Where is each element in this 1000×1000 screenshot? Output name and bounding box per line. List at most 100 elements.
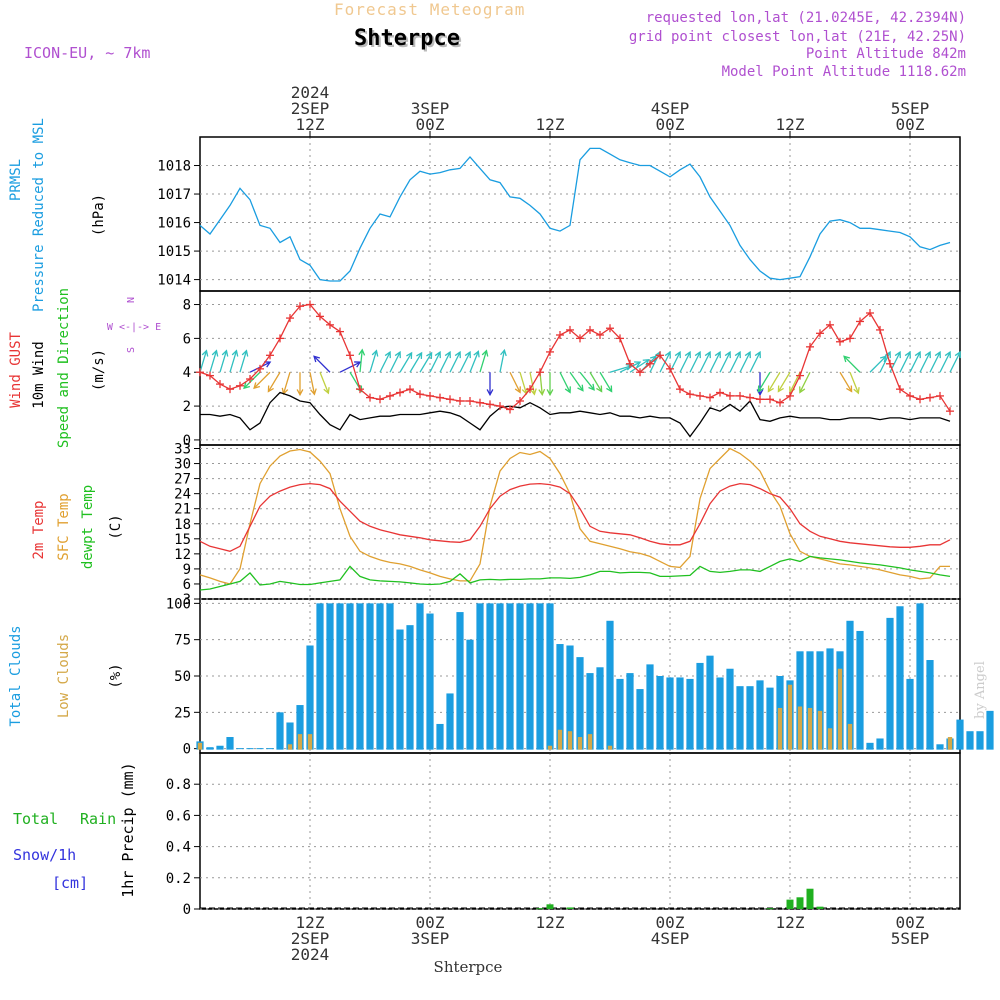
total-clouds-label: Total Clouds [8, 625, 24, 726]
gust-marker [826, 320, 834, 329]
wind-arrow-shaft [757, 371, 771, 392]
wind-arrow [243, 371, 261, 390]
requested-coords: requested lon,lat (21.0245E, 42.2394N) [645, 10, 966, 26]
wind-arrow [389, 350, 401, 373]
wind-arrow-head [481, 349, 489, 357]
total-cloud-bar [636, 689, 644, 750]
wind-arrow-head [894, 350, 901, 359]
wind-arrow-head [253, 382, 261, 390]
wind-arrow-shaft [479, 350, 488, 373]
wind-arrow [369, 349, 379, 373]
y-tick-label: 100 [166, 596, 191, 612]
panel-frame [199, 752, 961, 910]
cloud-bar [396, 629, 404, 750]
cloud-bar [976, 731, 984, 750]
gust-marker [816, 329, 824, 338]
wind-arrow [399, 351, 413, 373]
panel-3 [199, 444, 961, 600]
wind-arrow [949, 350, 961, 373]
y-tick-label: 0.6 [166, 808, 191, 824]
top-time-label: 00Z [896, 115, 925, 134]
total-cloud-bar [646, 664, 654, 750]
wind-arrow-shaft [419, 352, 433, 373]
wind-arrow-shaft [689, 351, 701, 373]
y-tick-label: 0 [183, 742, 191, 758]
total-cloud-bar [456, 612, 464, 750]
cloud-bar [496, 603, 504, 750]
total-cloud-bar [696, 662, 704, 750]
cloud-bar [766, 687, 774, 750]
wind-arrow-shaft [449, 351, 461, 373]
wind-arrow [499, 348, 507, 373]
low-cloud-bar [787, 684, 793, 750]
gust-marker [376, 395, 384, 404]
wind-arrow-head [596, 385, 603, 393]
top-time-label: 3SEP [411, 99, 450, 118]
wind-arrow-shaft [589, 371, 603, 392]
model-altitude: Model Point Altitude 1118.62m [721, 64, 966, 80]
cloud-bar [626, 673, 634, 750]
wind-arrow [529, 372, 537, 396]
wind-arrow-head [538, 388, 546, 396]
wind-arrow-head [564, 386, 571, 394]
low-cloud-bar [567, 731, 573, 750]
wind-arrow [777, 371, 791, 393]
cloud-bar [726, 668, 734, 750]
cloud-bar [456, 612, 464, 750]
total-cloud-bar [296, 705, 304, 750]
y-tick-label: 3 [183, 592, 191, 608]
cloud-bar [646, 664, 654, 750]
gust-marker [646, 359, 654, 368]
wind-arrow-head [914, 350, 921, 359]
top-time-label: 5SEP [891, 99, 930, 118]
wind-arrow-head [744, 350, 751, 359]
credit-watermark: by Angel [973, 661, 988, 719]
precip-bar [536, 908, 544, 910]
total-cloud-bar [506, 603, 514, 750]
bottom-time-label: 00Z [416, 913, 445, 932]
wind-arrow-head [734, 350, 741, 359]
total-cloud-bar [976, 731, 984, 750]
wind-gust-line [199, 303, 951, 412]
total-cloud-bar [796, 651, 804, 750]
bottom-time-label: 00Z [656, 913, 685, 932]
total-cloud-bar [596, 667, 604, 750]
wind-arrow [209, 349, 219, 373]
wind-arrow [439, 350, 451, 373]
wind-arrow-shaft [929, 351, 941, 373]
y-tick-label: 4 [183, 365, 191, 381]
total-cloud-bar [406, 625, 414, 750]
low-cloud-bar [297, 734, 303, 750]
sfc-temp-label: SFC Temp [56, 493, 72, 560]
cloud-bar [576, 657, 584, 750]
bottom-time-label: 5SEP [891, 929, 930, 948]
total-cloud-bar [846, 620, 854, 750]
gust-marker [526, 385, 534, 394]
cloud-bar [376, 603, 384, 750]
wind-arrow-shaft [949, 351, 961, 373]
wind-arrow-shaft [569, 371, 584, 392]
gust-marker [536, 368, 544, 377]
y-tick-label: 50 [174, 669, 191, 685]
cloud-bar [736, 686, 744, 750]
total-cloud-bar [966, 731, 974, 750]
y-tick-label: 33 [174, 442, 191, 458]
cloud-bar [706, 655, 714, 750]
cloud-bar [866, 742, 874, 750]
cloud-bar [826, 648, 834, 750]
wind-arrow-head [714, 350, 721, 359]
gust-marker [936, 391, 944, 400]
wind-arrow [429, 350, 441, 373]
total-cloud-bar [716, 677, 724, 750]
y-tick-label: 25 [174, 705, 191, 721]
y-tick-label: 6 [183, 331, 191, 347]
total-cloud-bar [556, 644, 564, 750]
wind-arrow [239, 349, 249, 373]
wind-arrow-head [684, 350, 691, 359]
wind-arrow-head [211, 349, 219, 357]
wind-arrow-shaft [282, 372, 291, 394]
wind-gust-label: Wind GUST [8, 332, 24, 408]
total-cloud-bar [516, 603, 524, 750]
cloud-bar [966, 731, 974, 750]
cloud-bar [476, 603, 484, 750]
